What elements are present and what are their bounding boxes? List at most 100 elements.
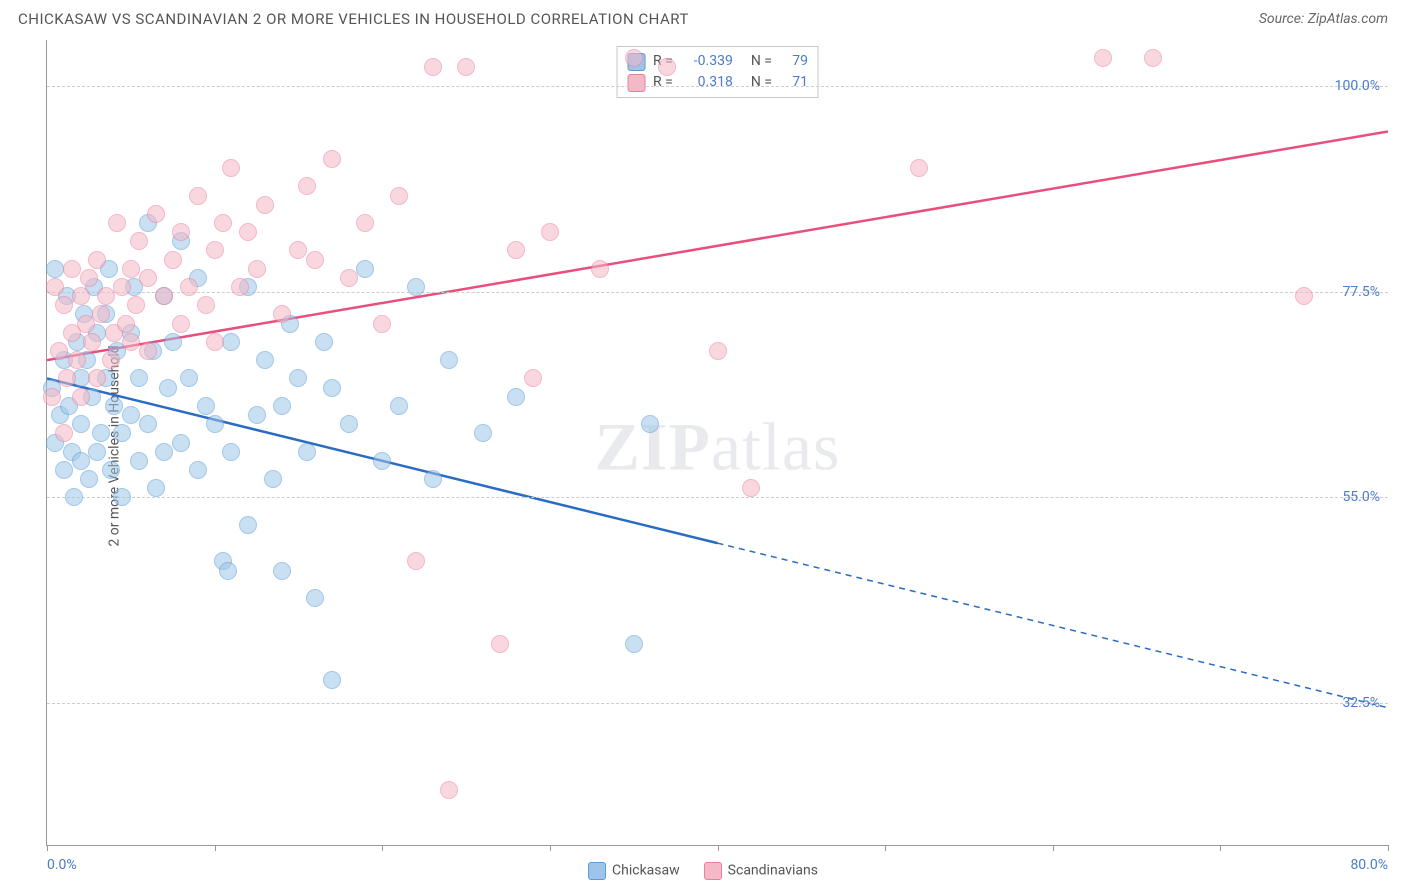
chart-title: CHICKASAW VS SCANDINAVIAN 2 OR MORE VEHI… [18,10,689,28]
data-point [50,342,68,360]
x-tick-label: 0.0% [47,857,77,873]
data-point [189,461,207,479]
data-point [323,671,341,689]
data-point [424,58,442,76]
legend-stats: R =-0.339N =79R =0.318N =71 [616,46,819,98]
x-tick [382,845,383,851]
data-point [122,406,140,424]
data-point [130,369,148,387]
data-point [323,379,341,397]
data-point [625,49,643,67]
gridline [47,703,1388,704]
data-point [222,333,240,351]
x-tick-label: 80.0% [1350,857,1388,873]
data-point [340,269,358,287]
data-point [457,58,475,76]
data-point [88,443,106,461]
legend-series: ChickasawScandinavians [588,862,818,880]
data-point [219,562,237,580]
data-point [180,278,198,296]
r-value: 0.318 [681,72,733,93]
data-point [139,415,157,433]
data-point [306,589,324,607]
r-value: -0.339 [681,51,733,72]
data-point [72,415,90,433]
data-point [113,278,131,296]
legend-item: Chickasaw [588,862,680,880]
data-point [113,424,131,442]
data-point [92,424,110,442]
legend-stat-row: R =0.318N =71 [627,72,808,93]
data-point [390,187,408,205]
data-point [273,562,291,580]
data-point [356,214,374,232]
data-point [323,150,341,168]
watermark: ZIPatlas [595,407,841,486]
data-point [180,369,198,387]
data-point [127,296,145,314]
data-point [164,333,182,351]
data-point [306,251,324,269]
data-point [1295,287,1313,305]
data-point [407,278,425,296]
data-point [155,443,173,461]
data-point [273,397,291,415]
data-point [206,241,224,259]
data-point [248,406,266,424]
scatter-chart: ZIPatlas R =-0.339N =79R =0.318N =71 32.… [46,40,1388,846]
data-point [356,260,374,278]
chart-source: Source: ZipAtlas.com [1259,11,1388,27]
data-point [63,260,81,278]
x-tick [47,845,48,851]
legend-label: Chickasaw [612,863,680,879]
n-value: 71 [780,72,808,93]
data-point [491,635,509,653]
data-point [289,241,307,259]
data-point [102,351,120,369]
data-point [139,269,157,287]
data-point [155,287,173,305]
data-point [147,479,165,497]
data-point [139,342,157,360]
data-point [709,342,727,360]
data-point [130,452,148,470]
y-tick-label: 77.5% [1342,284,1380,300]
data-point [88,369,106,387]
data-point [164,251,182,269]
x-tick [718,845,719,851]
data-point [474,424,492,442]
data-point [373,452,391,470]
n-value: 79 [780,51,808,72]
data-point [55,461,73,479]
data-point [289,369,307,387]
n-label: N = [751,72,772,93]
data-point [222,443,240,461]
data-point [524,369,542,387]
data-point [641,415,659,433]
n-label: N = [751,51,772,72]
data-point [55,296,73,314]
data-point [46,278,64,296]
data-point [256,196,274,214]
data-point [65,488,83,506]
data-point [315,333,333,351]
trend-lines [47,40,1388,845]
data-point [80,269,98,287]
data-point [58,369,76,387]
legend-stat-row: R =-0.339N =79 [627,51,808,72]
y-tick-label: 32.5% [1342,695,1380,711]
data-point [80,470,98,488]
data-point [742,479,760,497]
data-point [88,251,106,269]
data-point [910,159,928,177]
legend-swatch [588,862,606,880]
data-point [72,388,90,406]
x-tick [1053,845,1054,851]
data-point [43,388,61,406]
data-point [407,552,425,570]
data-point [105,397,123,415]
data-point [256,351,274,369]
data-point [97,287,115,305]
data-point [197,296,215,314]
data-point [222,159,240,177]
